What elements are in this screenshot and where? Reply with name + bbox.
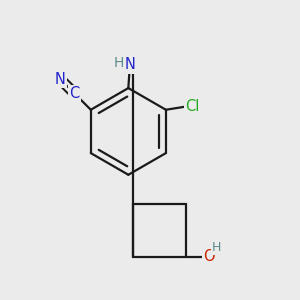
Text: N: N <box>124 57 135 72</box>
Text: C: C <box>69 86 80 101</box>
Text: N: N <box>55 72 66 87</box>
Text: H: H <box>114 56 124 70</box>
Text: H: H <box>212 241 221 254</box>
Text: Cl: Cl <box>185 99 200 114</box>
Text: O: O <box>203 249 214 264</box>
